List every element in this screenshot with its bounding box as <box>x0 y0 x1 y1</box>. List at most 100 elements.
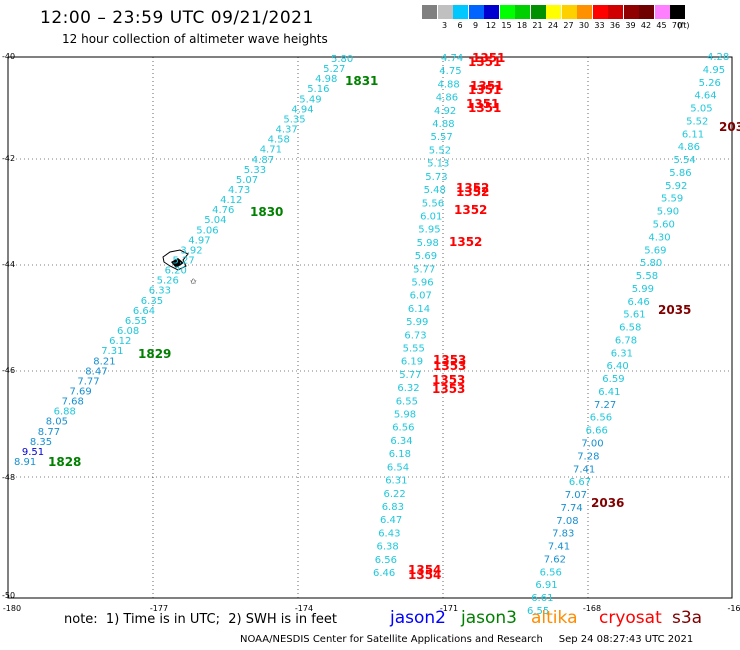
color-scale-label: 21 <box>532 21 543 30</box>
color-scale-swatch <box>639 5 654 19</box>
wave-height-observation: 6.01 <box>420 212 442 223</box>
wave-height-observation: 4.88 <box>432 119 454 130</box>
wave-height-observation: 5.73 <box>425 172 447 183</box>
color-scale-label: 24 <box>547 21 559 30</box>
color-scale-label: 30 <box>578 21 590 30</box>
wave-height-observation: 8.47 <box>85 366 107 377</box>
pass-time-label: 1354 <box>408 563 441 577</box>
wave-height-observation: 5.27 <box>173 256 195 267</box>
wave-height-observation: 4.30 <box>648 232 670 243</box>
color-scale-swatch <box>546 5 561 19</box>
wave-height-observation: 7.00 <box>581 439 603 450</box>
wave-height-observation: 5.86 <box>669 168 691 179</box>
wave-height-observation: 6.61 <box>531 593 553 604</box>
wave-height-observation: 7.74 <box>561 503 583 514</box>
color-scale-swatch <box>577 5 592 19</box>
color-scale-label: 3 <box>441 21 448 30</box>
pass-time-label: 1829 <box>138 347 171 361</box>
wave-height-observation: 5.59 <box>661 194 683 205</box>
color-scale-swatch <box>530 5 546 19</box>
wave-height-observation: 5.33 <box>244 165 266 176</box>
color-scale-swatch <box>437 5 453 19</box>
wave-height-observation: 8.77 <box>38 427 60 438</box>
wave-height-observation: 5.56 <box>422 198 444 209</box>
longitude-tick-label: -174 <box>295 604 313 613</box>
wave-height-observation: 4.71 <box>260 145 282 156</box>
wave-height-observation: 6.56 <box>590 413 612 424</box>
wave-height-observation: 6.54 <box>387 462 409 473</box>
wave-height-observation: 5.55 <box>403 344 425 355</box>
figure-subtitle: 12 hour collection of altimeter wave hei… <box>62 32 328 46</box>
wave-height-observation: 5.16 <box>307 84 329 95</box>
color-scale-label: 12 <box>485 21 497 30</box>
color-scale-label: 15 <box>501 21 512 30</box>
longitude-tick-label: -16 <box>727 604 740 613</box>
wave-height-observation: 6.91 <box>535 580 557 591</box>
wave-height-observation: 4.92 <box>434 106 456 117</box>
pass-time-label: 1352 <box>449 235 482 249</box>
pass-time-label: 1353 <box>432 382 465 396</box>
wave-height-observation: 4.94 <box>291 104 313 115</box>
wave-height-observation: 5.69 <box>415 251 437 262</box>
wave-height-observation: 6.46 <box>373 568 395 579</box>
latitude-tick-label: -44 <box>2 260 15 269</box>
latitude-tick-label: -40 <box>2 52 15 61</box>
wave-height-observation: 3.92 <box>180 245 202 256</box>
pass-time-label: 1831 <box>345 74 378 88</box>
wave-height-observation: 5.26 <box>157 276 179 287</box>
wave-height-observation: 4.88 <box>438 79 460 90</box>
wave-height-observation: 5.99 <box>406 317 428 328</box>
color-scale-label: 70 <box>671 21 683 30</box>
wave-height-observation: 5.13 <box>427 159 449 170</box>
wave-height-observation: 5.99 <box>632 284 654 295</box>
wave-height-observation: 7.08 <box>556 516 578 527</box>
wave-height-observation: 5.49 <box>299 94 321 105</box>
wave-height-observation: 6.31 <box>611 348 633 359</box>
wave-height-observation: 8.35 <box>30 437 52 448</box>
wave-height-observation: 6.19 <box>401 357 423 368</box>
wave-height-observation: 6.58 <box>619 323 641 334</box>
wave-height-observation: 4.28 <box>707 52 729 63</box>
wave-height-observation: 4.86 <box>436 93 458 104</box>
pass-time-label: 1352 <box>456 185 489 199</box>
wave-height-observation: 6.66 <box>586 426 608 437</box>
wave-height-observation: 6.08 <box>117 326 139 337</box>
latitude-tick-label: -46 <box>2 366 15 375</box>
wave-height-observation: 7.07 <box>565 490 587 501</box>
wave-height-observation: 7.69 <box>70 387 92 398</box>
satellite-legend-jason2: jason2 <box>390 608 446 628</box>
color-scale-swatch <box>515 5 530 19</box>
wave-height-observation: 4.97 <box>188 235 210 246</box>
latitude-tick-label: -48 <box>2 473 15 482</box>
color-scale-swatch <box>453 5 468 19</box>
wave-height-observation: 9.51 <box>22 447 44 458</box>
wave-height-observation: 7.41 <box>548 542 570 553</box>
wave-height-observation: 7.83 <box>552 529 574 540</box>
color-scale-label: 42 <box>640 21 652 30</box>
longitude-tick-label: -180 <box>3 604 21 613</box>
wave-height-observation: 5.69 <box>644 245 666 256</box>
pass-time-label: 2035 <box>658 303 691 317</box>
wave-height-observation: 5.60 <box>653 220 675 231</box>
wave-height-observation: 6.35 <box>141 296 163 307</box>
color-scale-swatch <box>561 5 577 19</box>
wave-height-observation: 5.52 <box>429 145 451 156</box>
wave-height-observation: 8.91 <box>14 457 36 468</box>
wave-height-observation: 5.06 <box>196 225 218 236</box>
wave-height-observation: 6.83 <box>382 502 404 513</box>
wave-height-observation: 8.21 <box>93 356 115 367</box>
color-scale-unit: (ft) <box>677 21 690 30</box>
color-scale-swatch <box>592 5 608 19</box>
pass-time-label: 203 <box>719 120 740 134</box>
wave-height-observation: 5.54 <box>674 155 696 166</box>
wave-height-observation: 4.98 <box>315 74 337 85</box>
wave-height-observation: 5.35 <box>283 114 305 125</box>
wave-height-observation: 6.47 <box>380 515 402 526</box>
wave-height-observation: 4.73 <box>228 185 250 196</box>
footnote: note: 1) Time is in UTC; 2) SWH is in fe… <box>64 612 337 627</box>
wave-height-observation: 7.77 <box>77 376 99 387</box>
wave-height-observation: 6.55 <box>396 396 418 407</box>
pass-time-label: 1351 <box>468 83 501 97</box>
pass-time-label: 1352 <box>456 181 489 195</box>
